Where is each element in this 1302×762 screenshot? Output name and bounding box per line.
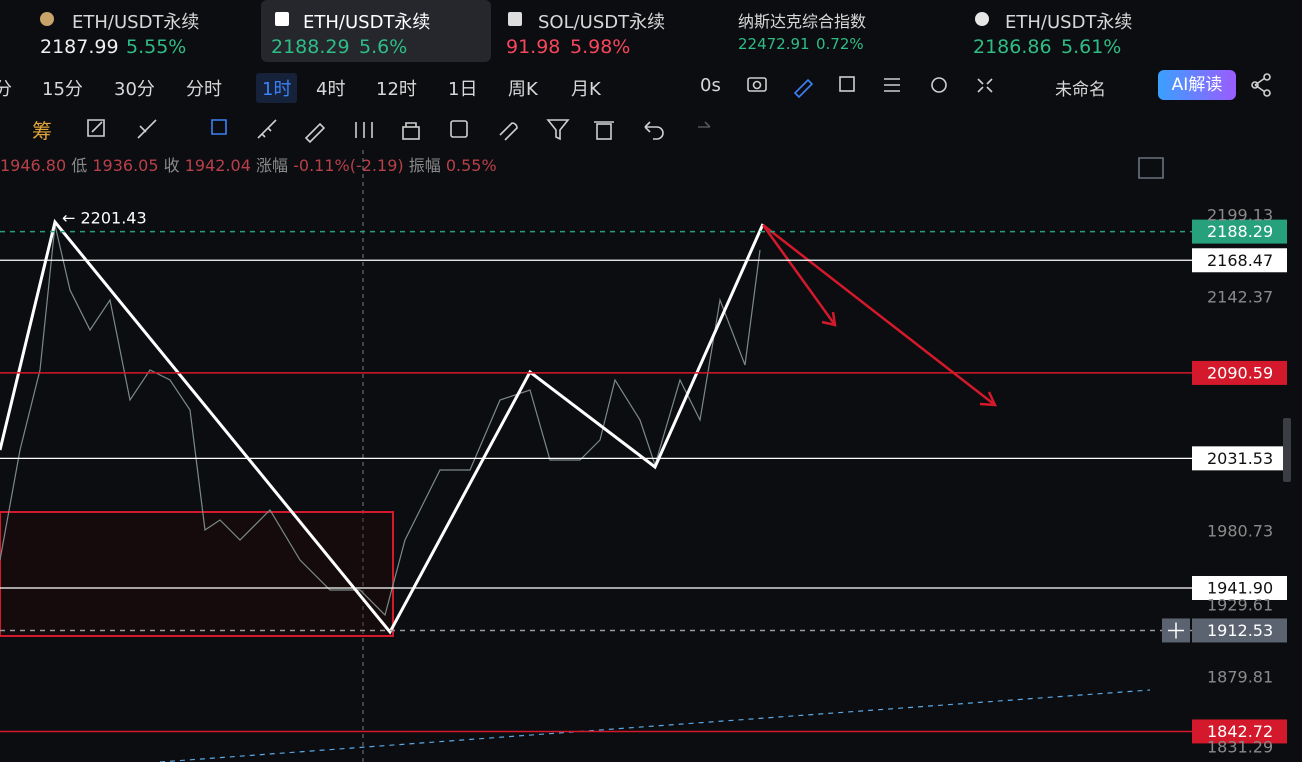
coin-icon (40, 12, 54, 26)
change: -0.11%(-2.19) (293, 156, 404, 175)
close: 1942.04 (184, 156, 251, 175)
timeframe[interactable]: 分时 (186, 79, 222, 100)
level-label: 2168.47 (1207, 251, 1273, 270)
crosshair-add (1162, 618, 1190, 643)
timeframe[interactable]: 12时 (376, 79, 417, 100)
timeframe[interactable]: 周K (508, 79, 538, 100)
label: 涨幅 (256, 156, 289, 175)
low: 1936.05 (92, 156, 159, 175)
ticker-change: 5.61% (1061, 36, 1122, 58)
amplitude: 0.55% (445, 156, 497, 175)
ticker-tabs: ETH/USDT永续 2187.99 5.55% ETH/USDT永续 2188… (0, 0, 1302, 64)
ai-button[interactable]: AI解读 (1158, 70, 1236, 100)
label: 收 (163, 156, 180, 175)
level-tag (1192, 446, 1287, 471)
label: 振幅 (408, 156, 441, 175)
level-tag (1192, 575, 1287, 600)
tool-icon: 筹 (32, 119, 52, 143)
price-levels: 2188.29 2168.47 2090.59 2031.53 1941.90 1912.… (0, 219, 1287, 744)
ticker-price: 2186.86 (973, 36, 1052, 58)
ticker-price: 2188.29 (271, 36, 350, 58)
ohlc-info: 1946.80 低 1936.05 收 1942.04 涨幅 -0.11%(-2… (0, 152, 497, 176)
level-label: 2031.53 (1207, 449, 1273, 468)
label: 低 (71, 156, 88, 175)
scroll-handle[interactable] (1283, 418, 1291, 482)
level-label: 1912.53 (1207, 621, 1273, 640)
level-label: 1842.72 (1207, 722, 1273, 741)
level-label: 1941.90 (1207, 578, 1273, 597)
price-axis: 2199.13 2142.37 1980.73 1929.61 1879.81 1831.… (1207, 205, 1273, 756)
ticker-change: 5.98% (570, 36, 631, 58)
layout-name[interactable]: 未命名 (1055, 80, 1106, 100)
timeframe[interactable]: 1日 (448, 79, 478, 100)
ticker-tab[interactable]: SOL/USDT永续 91.98 5.98% (500, 0, 710, 62)
ticker-price: 2187.99 (40, 36, 119, 58)
ticker-tab[interactable]: 纳斯达克综合指数 22472.91 0.72% (730, 0, 940, 62)
ticker-name: 纳斯达克综合指数 (738, 12, 867, 31)
level-tag (1192, 219, 1287, 244)
ticker-tab-active[interactable]: ETH/USDT永续 2188.29 5.6% (261, 0, 491, 62)
ticker-change: 5.55% (126, 36, 187, 58)
ticker-change: 5.6% (359, 36, 408, 58)
ticker-price: 22472.91 (738, 35, 810, 53)
timeframe[interactable]: 月K (571, 79, 601, 100)
coin-icon (975, 12, 989, 26)
plus-icon (1168, 622, 1184, 639)
level-tag (1192, 248, 1287, 273)
timeframe[interactable]: 4时 (316, 79, 346, 100)
timeframe[interactable]: 分 (0, 79, 12, 100)
y-tick-label: 1831.29 (1207, 737, 1273, 756)
drawings: ← 2201.43 (0, 150, 1151, 762)
ticker-name: ETH/USDT永续 (303, 12, 431, 33)
peak-label: ← 2201.43 (62, 209, 147, 228)
timeframe[interactable]: 30分 (114, 79, 155, 100)
ticker-name: ETH/USDT永续 (72, 12, 200, 33)
open: 1946.80 (0, 156, 67, 175)
ticker-tab[interactable]: ETH/USDT永续 2187.99 5.55% (30, 0, 260, 62)
timeframe-bar: 0s 未命名 分 15分 30分 分时 1时 4时 12时 1日 周K 月K (0, 64, 1302, 108)
level-tag (1192, 360, 1287, 385)
level-tag (1192, 618, 1287, 643)
level-label: 2188.29 (1207, 222, 1273, 241)
y-tick-label: 1929.61 (1207, 595, 1273, 614)
level-tag (1192, 719, 1287, 744)
coin-icon (275, 12, 289, 26)
y-tick-label: 2142.37 (1207, 288, 1273, 307)
countdown: 0s (700, 75, 721, 96)
timeframe[interactable]: 1时 (256, 73, 298, 103)
ticker-price: 91.98 (506, 36, 561, 58)
coin-icon (508, 12, 522, 26)
y-tick-label: 1980.73 (1207, 521, 1273, 540)
y-tick-label: 2199.13 (1207, 205, 1273, 224)
level-label: 2090.59 (1207, 363, 1273, 382)
ticker-change: 0.72% (816, 35, 864, 53)
ticker-name: ETH/USDT永续 (1005, 12, 1133, 33)
y-tick-label: 1879.81 (1207, 667, 1273, 686)
timeframe[interactable]: 15分 (42, 79, 83, 100)
ticker-tab[interactable]: ETH/USDT永续 2186.86 5.61% (965, 0, 1195, 62)
ticker-name: SOL/USDT永续 (538, 12, 666, 33)
